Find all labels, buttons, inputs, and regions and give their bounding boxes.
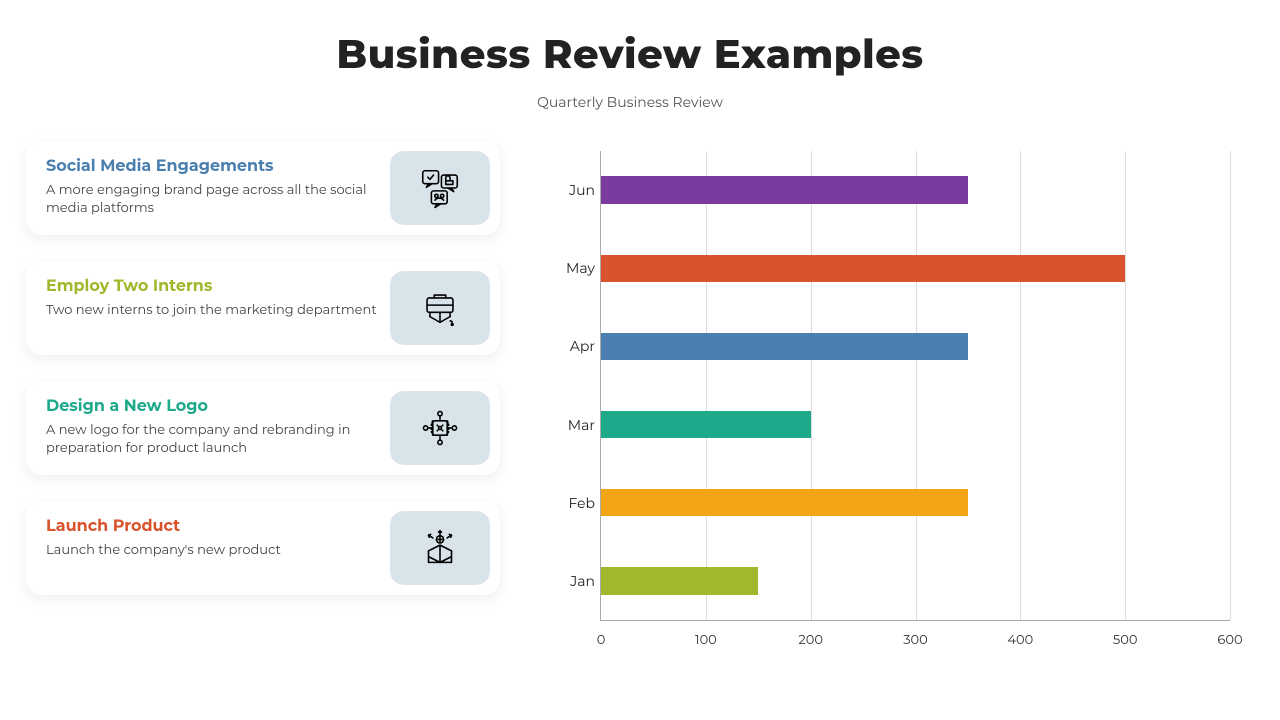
chart-bar (601, 176, 968, 203)
chart-xtick: 400 (1007, 632, 1033, 648)
chart-gridline (916, 151, 917, 620)
page-subtitle: Quarterly Business Review (20, 93, 1240, 111)
chart-row: Jan (601, 567, 1230, 594)
chart-xtick: 500 (1113, 632, 1138, 648)
chart-xtick: 600 (1217, 632, 1242, 648)
card-title: Design a New Logo (46, 397, 380, 416)
chart-ylabel: Apr (551, 337, 595, 355)
chart-row: Apr (601, 333, 1230, 360)
chart-gridline (1125, 151, 1126, 620)
chart-xtick: 300 (903, 632, 928, 648)
chart-bar (601, 333, 968, 360)
chart-bar (601, 411, 811, 438)
chart-gridline (1230, 151, 1231, 620)
chart-bar (601, 255, 1125, 282)
chart-bar (601, 567, 758, 594)
card-desc: A more engaging brand page across all th… (46, 182, 380, 217)
card-desc: Two new interns to join the marketing de… (46, 302, 380, 320)
card-desc: Launch the company's new product (46, 542, 380, 560)
chart-ylabel: Jan (551, 572, 595, 590)
chart-bar (601, 489, 968, 516)
chart-gridline (706, 151, 707, 620)
intern-icon (390, 271, 490, 345)
chart-xtick: 100 (695, 632, 717, 648)
chart-ylabel: Mar (551, 416, 595, 434)
launch-icon (390, 511, 490, 585)
chart-row: May (601, 255, 1230, 282)
card-title: Employ Two Interns (46, 277, 380, 296)
chart-plot-area: 0100200300400500600JunMayAprMarFebJan (600, 151, 1230, 621)
bar-chart: 0 100 200 300 400 500 600 Jun May Apr Mar Feb Jan (540, 141, 1240, 681)
page-title: Business Review Examples (20, 30, 1240, 79)
info-card: Launch Product Launch the company's new p… (26, 501, 500, 595)
card-desc: A new logo for the company and rebrandin… (46, 422, 380, 457)
chart-row: Feb (601, 489, 1230, 516)
chart-xtick: 200 (798, 632, 823, 648)
info-card: Social Media Engagements A more engaging … (26, 141, 500, 235)
social-icon (390, 151, 490, 225)
chart-xtick: 0 (597, 632, 606, 648)
chart-ylabel: Feb (551, 494, 595, 512)
chart-gridline (1020, 151, 1021, 620)
chart-row: Mar (601, 411, 1230, 438)
card-title: Launch Product (46, 517, 380, 536)
cards-column: Social Media Engagements A more engaging … (20, 141, 500, 681)
design-icon (390, 391, 490, 465)
chart-ylabel: May (551, 259, 595, 277)
card-title: Social Media Engagements (46, 157, 380, 176)
info-card: Design a New Logo A new logo for the comp… (26, 381, 500, 475)
chart-ylabel: Jun (551, 181, 595, 199)
content-row: Social Media Engagements A more engaging … (20, 141, 1240, 681)
info-card: Employ Two Interns Two new interns to joi… (26, 261, 500, 355)
chart-row: Jun (601, 176, 1230, 203)
chart-gridline (811, 151, 812, 620)
